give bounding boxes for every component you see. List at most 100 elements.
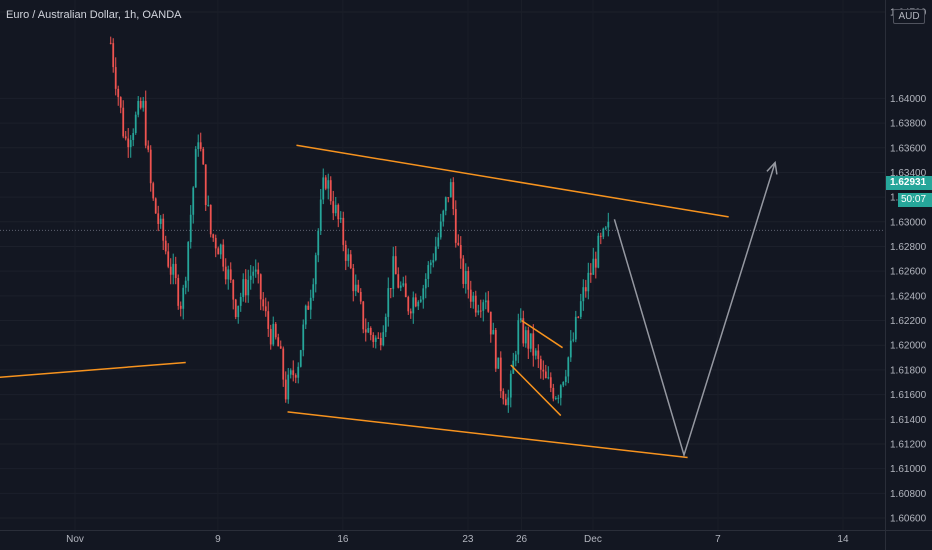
candle-body bbox=[349, 254, 352, 269]
candle-body bbox=[427, 265, 430, 279]
price-tick-label: 1.64000 bbox=[890, 94, 927, 105]
trendline-wedge-upper[interactable] bbox=[521, 319, 563, 349]
candle-body bbox=[569, 340, 572, 358]
trendline-lower-channel[interactable] bbox=[287, 411, 688, 459]
candle-body bbox=[372, 334, 375, 342]
price-tick-label: 1.61200 bbox=[890, 439, 927, 450]
candle-body bbox=[177, 278, 180, 306]
candle-body bbox=[224, 266, 227, 280]
price-tick-label: 1.61400 bbox=[890, 415, 927, 426]
candle-body bbox=[424, 278, 427, 289]
candle-body bbox=[532, 333, 535, 356]
candle-body bbox=[164, 240, 167, 252]
candle-body bbox=[432, 260, 435, 263]
candle-body bbox=[327, 180, 330, 189]
candle-body bbox=[467, 270, 470, 290]
price-tick-label: 1.63600 bbox=[890, 143, 927, 154]
candle-body bbox=[492, 330, 495, 335]
candle-body bbox=[407, 297, 410, 312]
candle-body bbox=[292, 370, 295, 376]
candle-body bbox=[152, 183, 155, 199]
candle-body bbox=[289, 370, 292, 375]
candle-body bbox=[597, 235, 600, 268]
price-tick-label: 1.63000 bbox=[890, 217, 927, 228]
candle-body bbox=[227, 269, 230, 280]
candle-body bbox=[577, 316, 580, 318]
candle-body bbox=[229, 269, 232, 280]
price-axis[interactable]: 1.647001.640001.638001.636001.634001.632… bbox=[890, 8, 927, 525]
candle-body bbox=[384, 316, 387, 333]
drawings[interactable] bbox=[0, 144, 778, 459]
candle-body bbox=[402, 283, 405, 286]
currency-unit-badge[interactable]: AUD bbox=[893, 9, 925, 24]
candle-body bbox=[272, 323, 275, 345]
candle-body bbox=[119, 97, 122, 108]
candle-body bbox=[389, 288, 392, 290]
candle-body bbox=[237, 305, 240, 318]
candle-body bbox=[519, 318, 522, 321]
candle-body bbox=[287, 374, 290, 400]
price-tick-label: 1.62200 bbox=[890, 316, 927, 327]
price-tick-label: 1.62600 bbox=[890, 267, 927, 278]
candle-body bbox=[124, 136, 127, 139]
trendline-left-support[interactable] bbox=[0, 361, 186, 379]
candle-body bbox=[217, 248, 220, 255]
time-axis[interactable]: Nov 9 16 23 26 Dec 7 14 bbox=[66, 534, 849, 545]
candle-body bbox=[257, 269, 260, 275]
candle-body bbox=[192, 187, 195, 215]
candle-body bbox=[304, 305, 307, 325]
candle-body bbox=[262, 299, 265, 307]
candle-body bbox=[547, 377, 550, 379]
candle-body bbox=[449, 182, 452, 198]
candle-body bbox=[184, 280, 187, 288]
candle-body bbox=[564, 376, 567, 383]
candle-body bbox=[529, 333, 532, 349]
candle-body bbox=[187, 242, 190, 281]
candle-body bbox=[144, 100, 147, 146]
time-tick-label: Nov bbox=[66, 534, 84, 545]
candle-body bbox=[149, 149, 152, 184]
candle-body bbox=[117, 88, 120, 98]
time-tick-label: 14 bbox=[837, 534, 849, 545]
candle-body bbox=[607, 221, 610, 228]
candle-body bbox=[234, 299, 237, 318]
candle-body bbox=[267, 311, 270, 329]
price-tick-label: 1.63800 bbox=[890, 119, 927, 130]
candle-body bbox=[127, 138, 130, 148]
candle-body bbox=[479, 310, 482, 312]
candle-body bbox=[417, 301, 420, 307]
candle-body bbox=[307, 305, 310, 310]
candle-body bbox=[174, 263, 177, 279]
candle-body bbox=[524, 330, 527, 344]
candle-body bbox=[399, 285, 402, 288]
price-tick-label: 1.61800 bbox=[890, 365, 927, 376]
candle-body bbox=[377, 337, 380, 339]
trendline-wedge-lower[interactable] bbox=[510, 364, 562, 417]
candle-body bbox=[314, 255, 317, 285]
candle-body bbox=[132, 132, 135, 141]
candle-body bbox=[252, 271, 255, 276]
candle-body bbox=[247, 279, 250, 296]
candle-body bbox=[147, 145, 150, 150]
candle-body bbox=[567, 357, 570, 377]
candle-body bbox=[379, 337, 382, 346]
candle-body bbox=[112, 43, 115, 68]
candle-body bbox=[369, 328, 372, 335]
candle-body bbox=[504, 399, 507, 406]
candle-body bbox=[439, 221, 442, 238]
projection-path[interactable] bbox=[613, 162, 776, 458]
candle-body bbox=[444, 197, 447, 211]
candle-body bbox=[324, 177, 327, 189]
trendline-upper-channel[interactable] bbox=[296, 144, 729, 218]
candle-body bbox=[362, 301, 365, 330]
candle-body bbox=[282, 348, 285, 380]
candle-body bbox=[447, 197, 450, 199]
candle-body bbox=[454, 209, 457, 243]
candle-body bbox=[374, 337, 377, 342]
candle-body bbox=[602, 228, 605, 237]
candle-body bbox=[332, 201, 335, 214]
price-tick-label: 1.62000 bbox=[890, 341, 927, 352]
candle-body bbox=[179, 305, 182, 309]
